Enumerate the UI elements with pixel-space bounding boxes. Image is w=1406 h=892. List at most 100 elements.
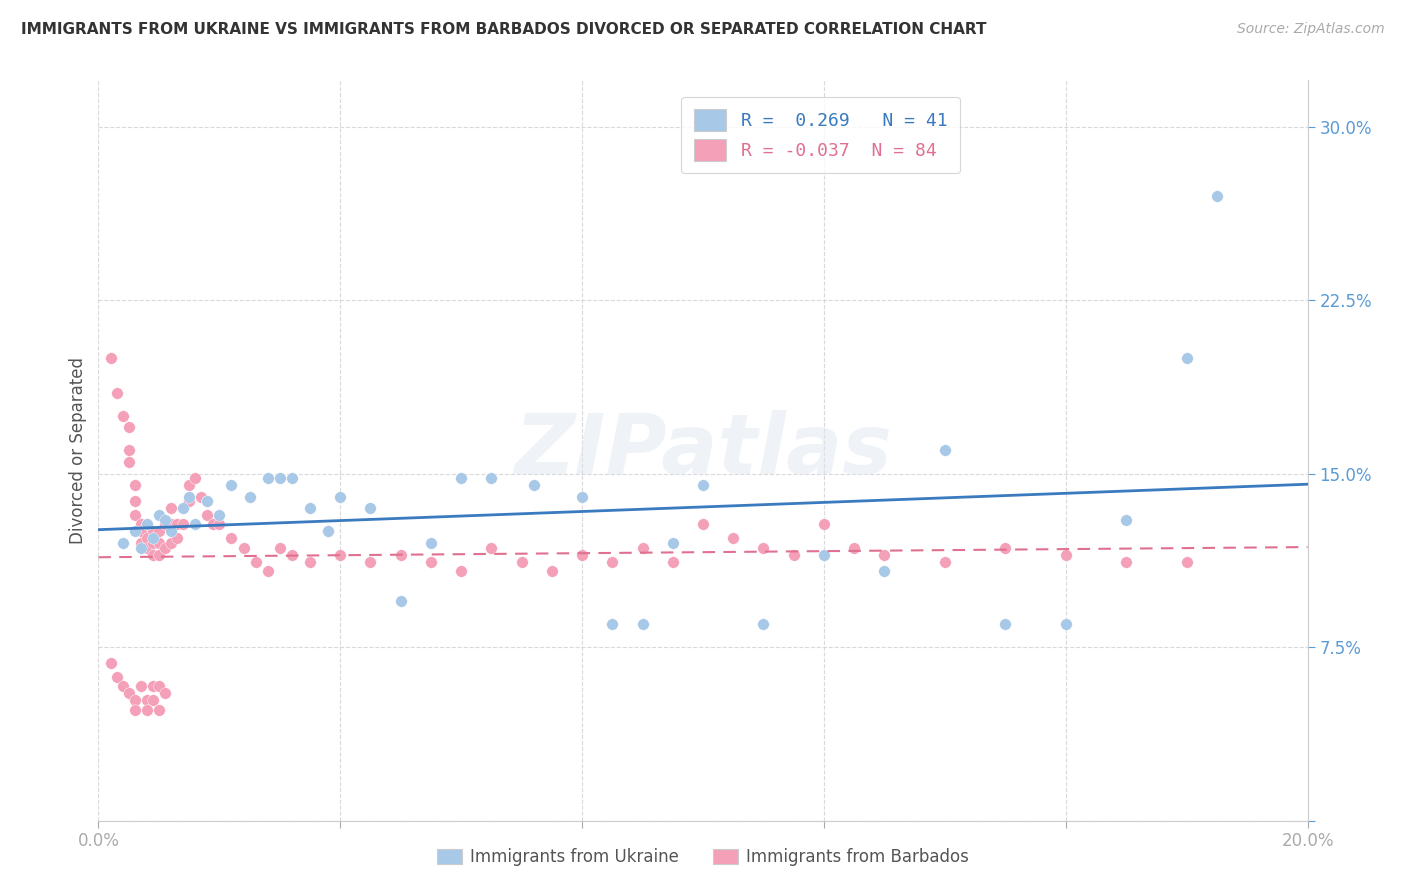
Point bbox=[129, 517, 152, 532]
Point bbox=[142, 532, 165, 546]
Point bbox=[100, 657, 122, 671]
Point bbox=[160, 517, 183, 532]
Point bbox=[142, 693, 165, 707]
Point bbox=[160, 524, 183, 539]
Point bbox=[752, 541, 775, 555]
Point bbox=[1175, 351, 1198, 365]
Point bbox=[179, 494, 201, 508]
Point bbox=[142, 536, 165, 550]
Point bbox=[105, 670, 128, 684]
Point bbox=[111, 536, 134, 550]
Point bbox=[420, 536, 443, 550]
Point bbox=[844, 541, 866, 555]
Point bbox=[481, 541, 503, 555]
Point bbox=[135, 532, 157, 546]
Point bbox=[281, 471, 304, 485]
Point bbox=[153, 517, 176, 532]
Point bbox=[602, 617, 624, 632]
Point bbox=[148, 703, 170, 717]
Point bbox=[148, 548, 170, 562]
Point bbox=[124, 478, 146, 492]
Point bbox=[239, 490, 262, 504]
Point bbox=[661, 536, 683, 550]
Point bbox=[1115, 513, 1137, 527]
Point bbox=[783, 548, 806, 562]
Point bbox=[135, 693, 157, 707]
Text: ZIPatlas: ZIPatlas bbox=[515, 410, 891, 491]
Point bbox=[269, 541, 291, 555]
Point bbox=[934, 554, 956, 569]
Point bbox=[179, 490, 201, 504]
Point bbox=[124, 524, 146, 539]
Point bbox=[245, 554, 267, 569]
Point bbox=[111, 680, 134, 694]
Point bbox=[631, 541, 654, 555]
Point bbox=[148, 508, 170, 523]
Point bbox=[195, 494, 218, 508]
Point bbox=[129, 541, 152, 555]
Point bbox=[450, 471, 472, 485]
Point bbox=[160, 536, 183, 550]
Point bbox=[994, 617, 1017, 632]
Text: IMMIGRANTS FROM UKRAINE VS IMMIGRANTS FROM BARBADOS DIVORCED OR SEPARATED CORREL: IMMIGRANTS FROM UKRAINE VS IMMIGRANTS FR… bbox=[21, 22, 987, 37]
Point bbox=[142, 524, 165, 539]
Point bbox=[1054, 548, 1077, 562]
Point bbox=[1206, 189, 1229, 203]
Point bbox=[124, 494, 146, 508]
Point bbox=[299, 554, 322, 569]
Point bbox=[389, 548, 412, 562]
Point bbox=[153, 513, 176, 527]
Point bbox=[221, 478, 243, 492]
Legend: Immigrants from Ukraine, Immigrants from Barbados: Immigrants from Ukraine, Immigrants from… bbox=[429, 840, 977, 875]
Point bbox=[269, 471, 291, 485]
Point bbox=[153, 541, 176, 555]
Point bbox=[142, 680, 165, 694]
Point bbox=[129, 524, 152, 539]
Point bbox=[360, 554, 382, 569]
Point bbox=[208, 517, 231, 532]
Point bbox=[148, 524, 170, 539]
Point bbox=[692, 517, 714, 532]
Point bbox=[202, 517, 225, 532]
Point bbox=[752, 617, 775, 632]
Point bbox=[118, 686, 141, 700]
Point bbox=[481, 471, 503, 485]
Point bbox=[142, 548, 165, 562]
Point bbox=[602, 554, 624, 569]
Point bbox=[329, 490, 352, 504]
Point bbox=[166, 517, 188, 532]
Point bbox=[135, 517, 157, 532]
Point bbox=[316, 524, 339, 539]
Text: Source: ZipAtlas.com: Source: ZipAtlas.com bbox=[1237, 22, 1385, 37]
Point bbox=[232, 541, 254, 555]
Y-axis label: Divorced or Separated: Divorced or Separated bbox=[69, 357, 87, 544]
Point bbox=[135, 541, 157, 555]
Point bbox=[118, 455, 141, 469]
Point bbox=[256, 564, 278, 578]
Point bbox=[571, 490, 593, 504]
Point bbox=[813, 517, 835, 532]
Point bbox=[420, 554, 443, 569]
Point bbox=[105, 385, 128, 400]
Point bbox=[523, 478, 546, 492]
Point bbox=[692, 478, 714, 492]
Legend: R =  0.269   N = 41, R = -0.037  N = 84: R = 0.269 N = 41, R = -0.037 N = 84 bbox=[681, 96, 960, 173]
Point bbox=[129, 680, 152, 694]
Point bbox=[148, 680, 170, 694]
Point bbox=[195, 508, 218, 523]
Point bbox=[221, 532, 243, 546]
Point bbox=[129, 536, 152, 550]
Point bbox=[179, 478, 201, 492]
Point bbox=[510, 554, 533, 569]
Point bbox=[135, 703, 157, 717]
Point bbox=[118, 420, 141, 434]
Point bbox=[813, 548, 835, 562]
Point bbox=[124, 508, 146, 523]
Point bbox=[208, 508, 231, 523]
Point bbox=[1054, 617, 1077, 632]
Point bbox=[118, 443, 141, 458]
Point bbox=[153, 686, 176, 700]
Point bbox=[631, 617, 654, 632]
Point bbox=[124, 693, 146, 707]
Point bbox=[281, 548, 304, 562]
